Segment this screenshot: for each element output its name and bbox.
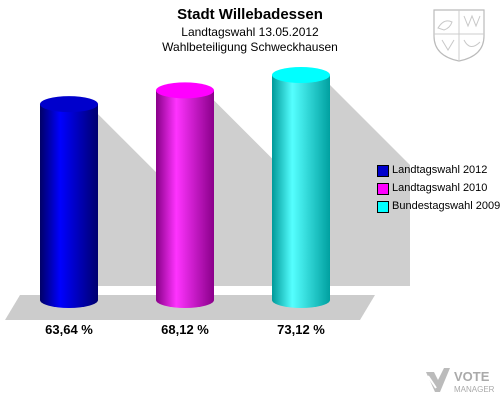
data-label: 73,12 %: [277, 322, 325, 337]
bar: [40, 96, 98, 308]
legend-label: Landtagswahl 2012: [392, 164, 488, 176]
bar: [156, 82, 214, 308]
bar-shadow: [330, 85, 410, 286]
logo-text-manager: MANAGER: [454, 385, 495, 394]
chart-subtitle-2: Wahlbeteiligung Schweckhausen: [162, 40, 338, 54]
legend-swatch: [377, 183, 389, 195]
bar: [272, 67, 330, 308]
chart-subtitle: Landtagswahl 13.05.2012: [181, 25, 319, 39]
legend-swatch: [377, 165, 389, 177]
data-label: 68,12 %: [161, 322, 209, 337]
logo-text-vote: VOTE: [454, 369, 490, 384]
coat-of-arms-icon: [433, 9, 485, 62]
legend-swatch: [377, 201, 389, 213]
bars: [40, 67, 330, 308]
data-label: 63,64 %: [45, 322, 93, 337]
legend-label: Bundestagswahl 2009: [392, 200, 500, 212]
legend-label: Landtagswahl 2010: [392, 182, 488, 194]
chart-title: Stadt Willebadessen: [177, 6, 323, 23]
bar-shadows: [98, 85, 410, 286]
votemanager-logo: VOTE MANAGER: [426, 368, 495, 394]
value-labels: 63,64 % 68,12 % 73,12 %: [45, 322, 325, 337]
